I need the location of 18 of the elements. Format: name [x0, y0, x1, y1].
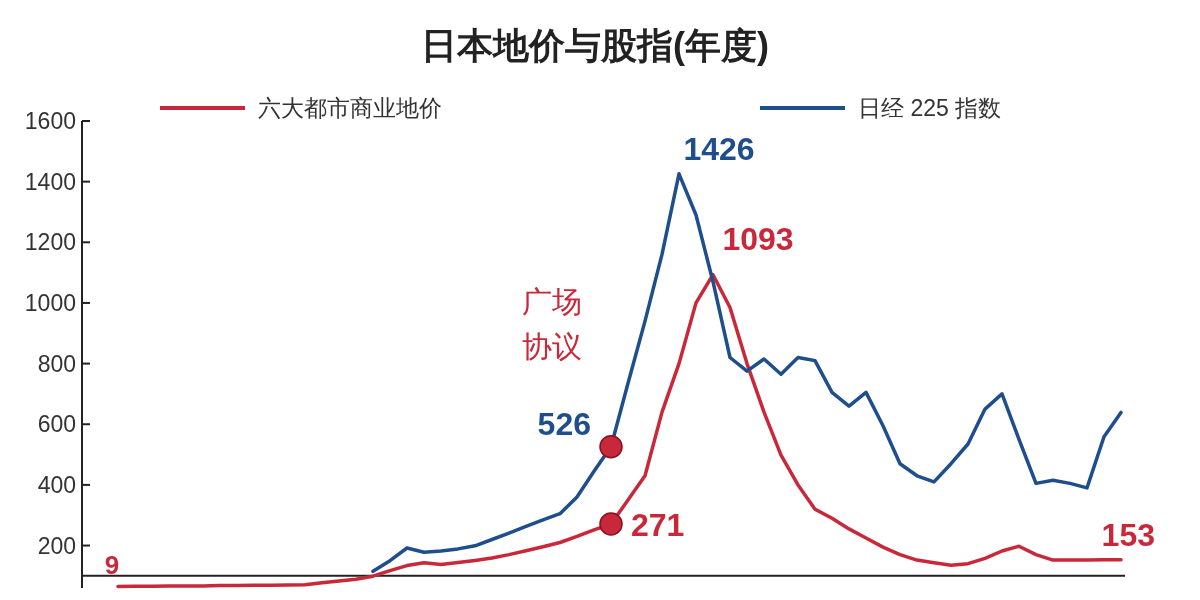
- y-tick-label: 400: [37, 471, 76, 498]
- legend-label: 六大都市商业地价: [258, 95, 442, 121]
- y-tick-label: 1600: [24, 108, 76, 134]
- data-label: 526: [537, 405, 591, 442]
- data-label: 1426: [683, 130, 755, 167]
- legend-label: 日经 225 指数: [858, 95, 1002, 121]
- data-label: 153: [1101, 516, 1155, 553]
- annotation: 广场协议: [522, 285, 582, 363]
- data-label: 1093: [722, 220, 794, 257]
- y-tick-label: 1200: [24, 229, 76, 256]
- y-tick-label: 200: [37, 532, 76, 559]
- y-tick-label: 1000: [24, 289, 76, 316]
- data-label: 271: [631, 507, 685, 544]
- y-tick-label: 600: [37, 411, 76, 438]
- y-tick-label: 800: [37, 350, 76, 377]
- annotation: 9: [104, 550, 120, 580]
- chart-title: 日本地价与股指(年度): [421, 25, 769, 66]
- y-tick-label: 1400: [24, 168, 76, 195]
